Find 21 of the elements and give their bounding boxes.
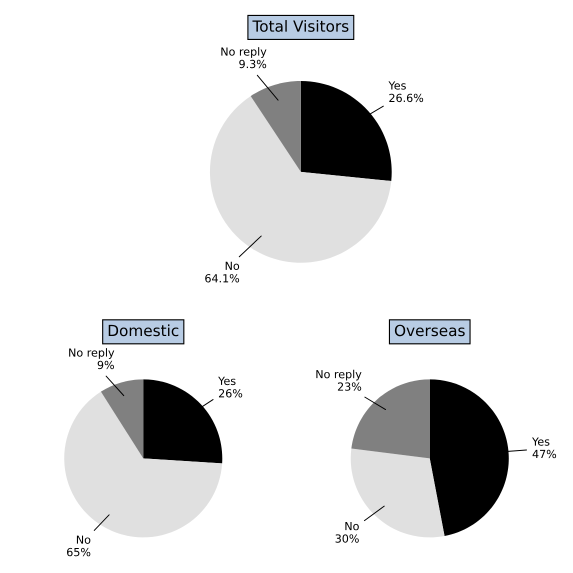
data-label: 23% [338,382,362,391]
slice-label: No reply [221,47,266,58]
data-label: 65% [67,548,90,556]
data-label: 9% [98,360,114,370]
data-label: 9.3% [239,60,266,68]
slice-label: No reply [69,348,114,359]
data-label: 47% [532,450,556,458]
slice-label: No reply [316,370,362,380]
data-label: 26.6% [389,94,424,102]
chart-title: Overseas [394,324,465,336]
slice-label: Yes [218,376,236,386]
data-label: 64.1% [205,274,240,282]
chart-title: Domestic [108,324,178,336]
data-label: 26% [218,389,242,398]
slice-label: No [345,522,359,530]
slice-label: Yes [388,81,406,90]
slice-label: No [76,536,90,544]
chart-title: Total Visitors [252,20,348,32]
slice-label: Yes [532,437,550,446]
data-label: 30% [336,534,359,543]
slice-label: No [226,262,240,270]
